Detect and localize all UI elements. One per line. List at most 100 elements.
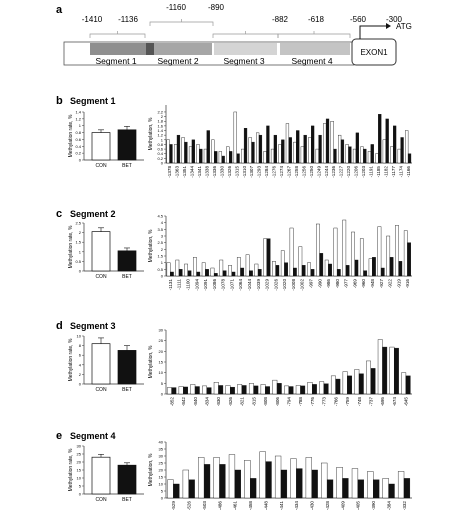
category-label: -1203	[361, 166, 366, 178]
bar-bet	[266, 125, 270, 164]
category-label: -748	[357, 397, 362, 407]
bar-con	[272, 379, 278, 395]
bar-con	[298, 246, 303, 277]
category-label: -1363	[175, 166, 180, 178]
segment-name: Segment 4	[291, 56, 332, 66]
bar-con	[338, 134, 342, 164]
summary-tick-label: 20	[77, 460, 82, 465]
summary-tick-label: 10	[77, 334, 82, 339]
position-label: -890	[208, 3, 225, 12]
category-label: -1315	[234, 166, 239, 178]
category-label: -1336	[212, 166, 217, 178]
bar-con	[284, 385, 289, 395]
summary-tick-label: 0.6	[75, 137, 81, 142]
exon-label: EXON1	[360, 48, 388, 57]
bar-bet	[403, 478, 411, 499]
summary-tick-label: 0	[79, 269, 82, 274]
segment-bracket	[277, 33, 351, 38]
summary-tick-label: 1.2	[75, 116, 81, 121]
bar-con	[390, 146, 394, 164]
bar-con	[196, 144, 200, 164]
category-label: -390	[371, 501, 376, 511]
bar-bet	[273, 134, 277, 164]
detail-tick-label: 30	[159, 454, 164, 459]
category-label: -1002	[300, 279, 305, 291]
summary-tick-label: 0.8	[75, 130, 81, 135]
bar-con	[278, 144, 282, 164]
summary-category-label: CON	[95, 497, 107, 503]
bar-con	[377, 226, 382, 277]
category-label: -1330	[219, 166, 224, 178]
panel-label-d: d	[56, 320, 63, 332]
bar-bet	[249, 270, 253, 277]
bar-con	[203, 148, 208, 164]
bar-con	[248, 137, 252, 164]
category-label: -1078	[221, 279, 226, 291]
bar-con	[272, 261, 276, 277]
detail-tick-label: 35	[159, 447, 164, 452]
bar-bet	[363, 148, 367, 164]
detail-tick-label: 0	[161, 496, 164, 501]
detail-tick-label: 1	[161, 260, 164, 265]
bar-con	[201, 262, 206, 277]
bar-bet	[388, 483, 395, 499]
bar-con	[315, 148, 319, 164]
bar-con	[345, 144, 349, 164]
category-label: -794	[287, 397, 292, 407]
segment-overlap-block	[146, 43, 154, 55]
bar-con	[248, 383, 254, 395]
summary-tick-label: 5	[79, 484, 82, 489]
bar-bet	[229, 386, 235, 395]
summary-tick-label: 0.5	[75, 259, 81, 264]
bar-con	[307, 262, 311, 277]
panel-title: Segment 1	[70, 96, 116, 106]
bar-con	[210, 267, 215, 277]
bar-bet	[319, 253, 324, 277]
bar-bet	[169, 144, 173, 164]
bar-con	[397, 148, 401, 164]
summary-tick-label: 0.2	[75, 151, 81, 156]
bar-bet	[251, 141, 255, 164]
bar-bet	[348, 146, 352, 164]
position-label: -300	[386, 15, 403, 24]
summary-tick-label: 2	[79, 372, 82, 377]
bar-bet	[241, 385, 247, 395]
bar-bet	[328, 263, 332, 277]
detail-tick-label: 0	[161, 392, 164, 397]
summary-y-label: Methylation rate, %	[68, 338, 74, 381]
bar-bet	[333, 148, 337, 164]
bar-bet	[281, 139, 285, 164]
summary-tick-label: 6	[79, 353, 82, 358]
bar-bet	[257, 269, 262, 277]
bar-bet	[303, 134, 307, 164]
category-label: -808	[263, 397, 268, 407]
bar-bet	[221, 155, 225, 164]
bar-con	[166, 387, 172, 395]
bar-con	[323, 123, 327, 164]
category-label: -461	[233, 501, 238, 511]
category-label: -384	[386, 501, 391, 511]
segment-name: Segment 3	[223, 56, 264, 66]
bar-bet	[243, 127, 248, 164]
category-label: -821	[240, 397, 245, 407]
bar-con	[175, 259, 180, 277]
bar-con	[397, 471, 405, 499]
detail-tick-label: 1.6	[157, 123, 163, 128]
category-label: -1071	[229, 279, 234, 291]
bar-bet	[183, 386, 188, 395]
summary-tick-label: 30	[77, 444, 82, 449]
bar-con	[270, 148, 275, 164]
segment-bracket	[212, 33, 279, 38]
category-label: -997	[308, 279, 313, 289]
bar-bet	[213, 273, 218, 277]
summary-bar-con	[91, 456, 111, 495]
detail-tick-label: 20	[159, 468, 164, 473]
panel-label-c: c	[56, 208, 62, 220]
detail-tick-label: 1.4	[157, 128, 163, 133]
segment-name: Segment 2	[157, 56, 198, 66]
bar-con	[351, 231, 355, 277]
summary-bar-bet	[117, 350, 137, 385]
category-label: -960	[361, 279, 366, 289]
detail-tick-label: 1.2	[157, 133, 163, 138]
